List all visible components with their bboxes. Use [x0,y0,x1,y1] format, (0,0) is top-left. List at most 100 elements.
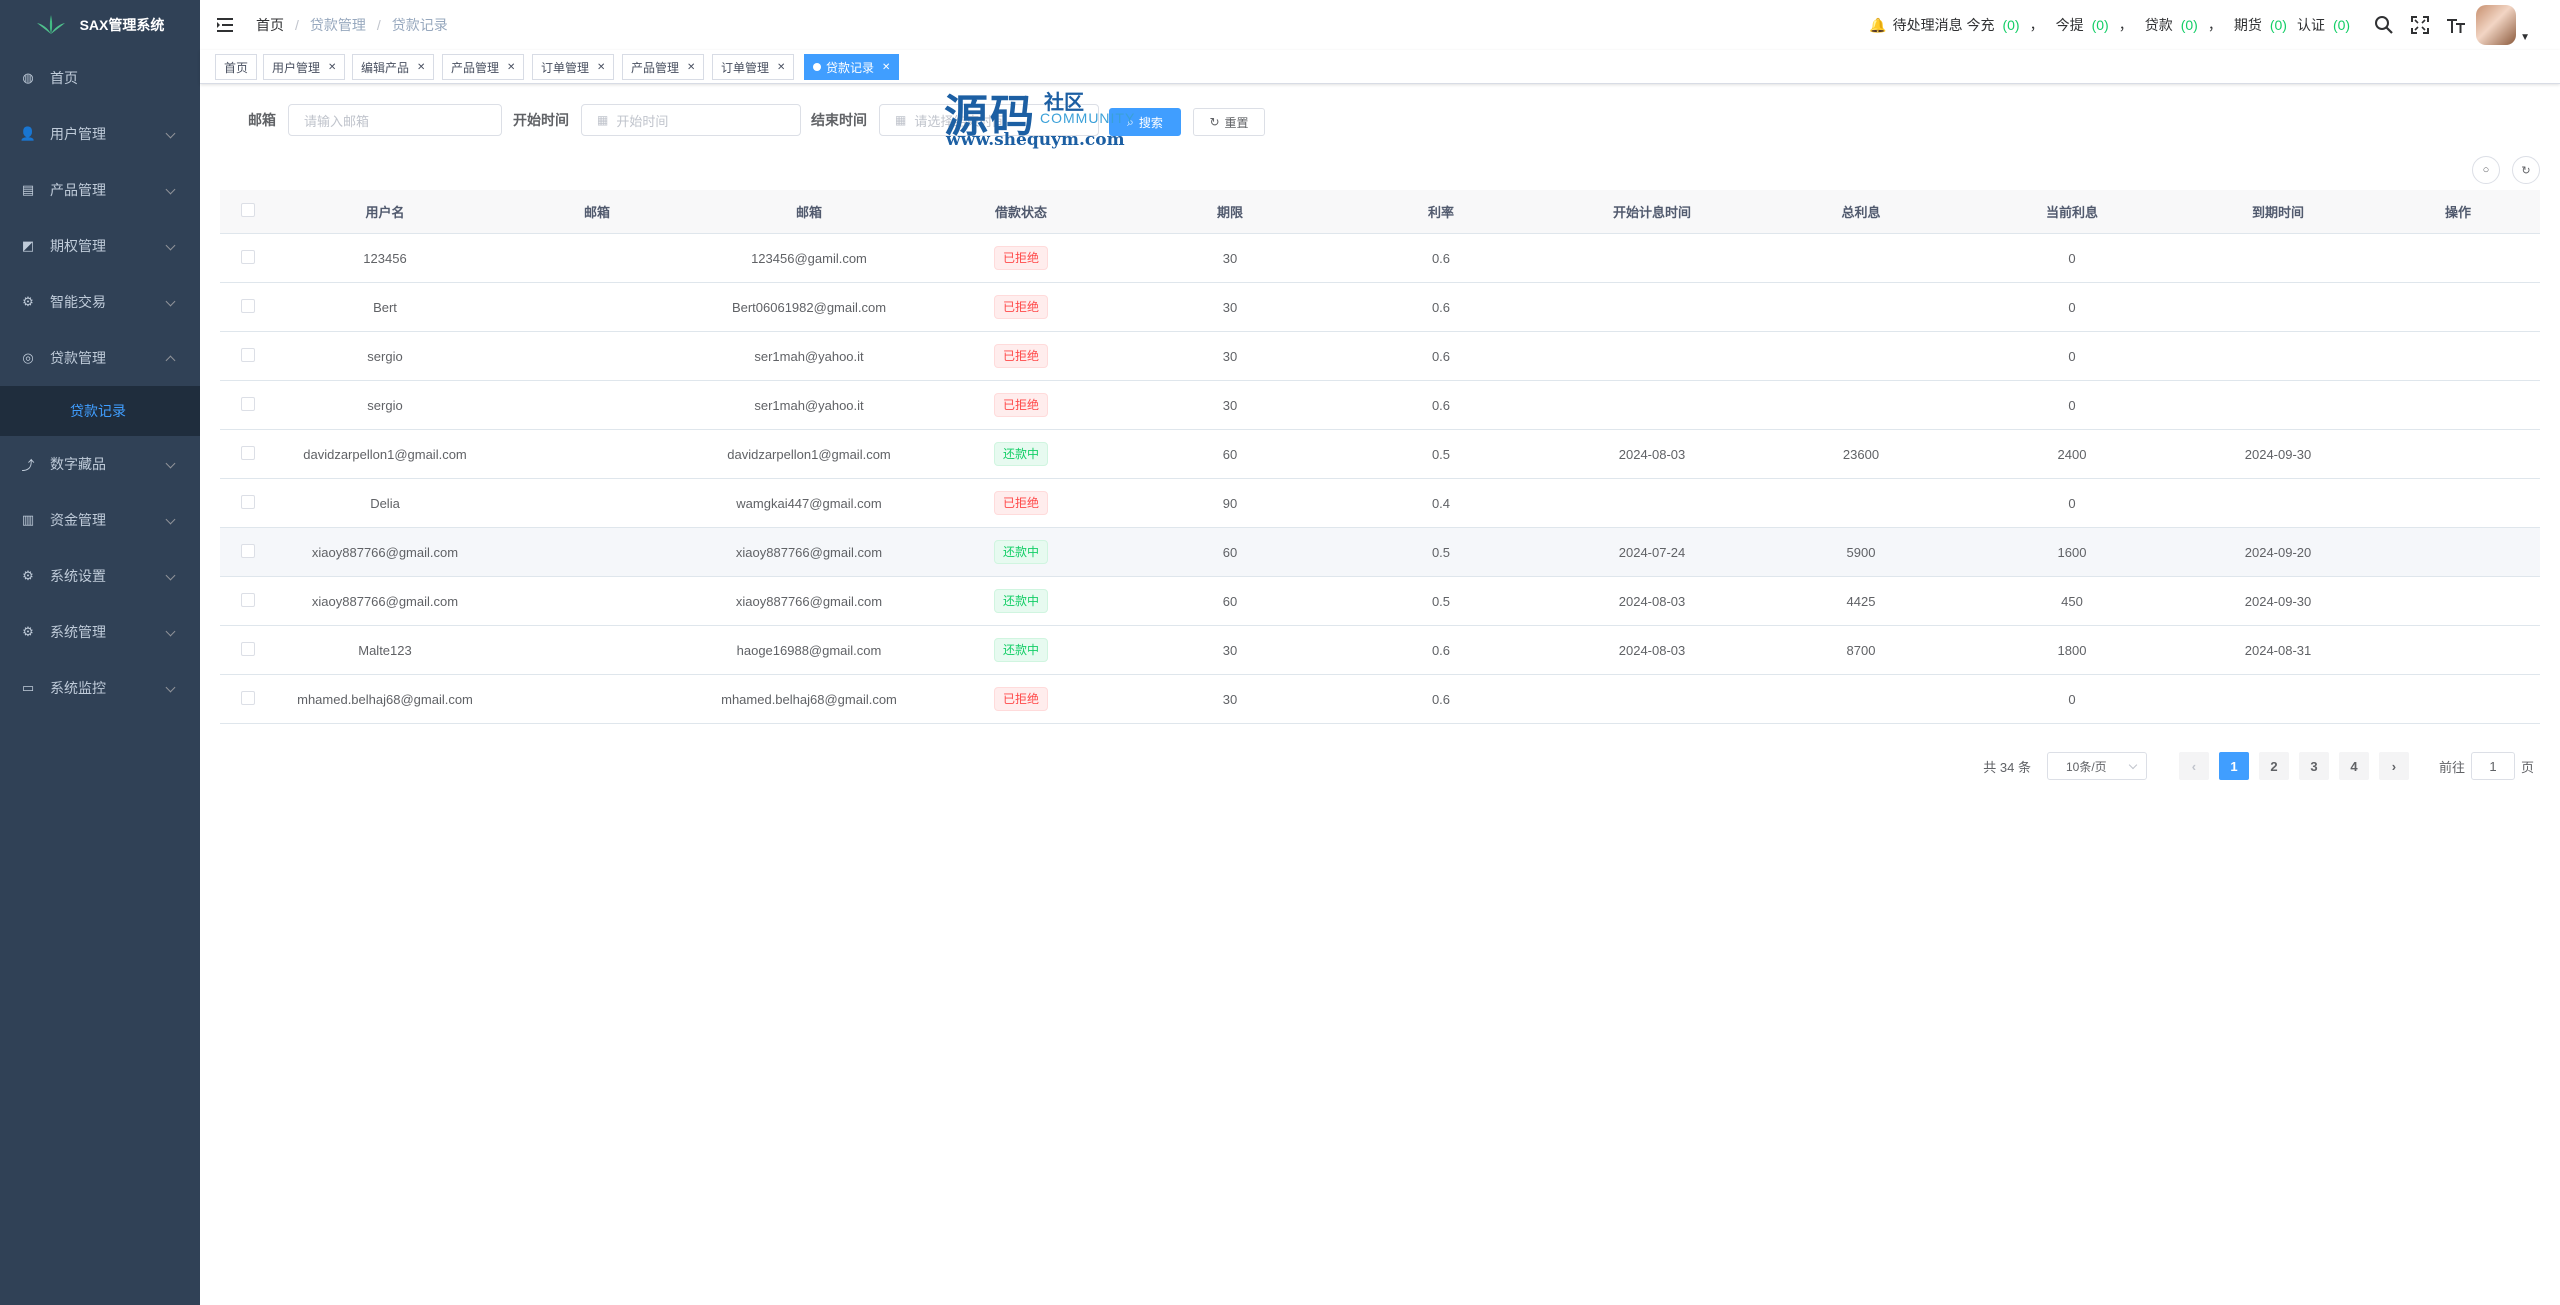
sidebar-item-loan-records[interactable]: 贷款记录 [70,403,126,419]
table-row[interactable]: davidzarpellon1@gmail.com davidzarpellon1… [220,430,2540,479]
cell-current-interest: 2400 [2057,446,2087,462]
tag-user-manage[interactable]: 用户管理 ✕ [263,54,346,80]
table-row[interactable]: sergio ser1mah@yahoo.it 已拒绝 30 0.6 0 [220,332,2540,381]
table-row[interactable]: 123456 123456@gamil.com 已拒绝 30 0.6 0 [220,234,2540,283]
close-icon[interactable]: ✕ [417,61,426,73]
chevron-down-icon [165,128,176,139]
cell-total-interest: 23600 [1842,446,1880,462]
table-row[interactable]: Bert Bert06061982@gmail.com 已拒绝 30 0.6 0 [220,283,2540,332]
loan-count[interactable]: (0) [2180,17,2198,33]
chart-icon: ◩ [21,238,35,253]
page-3-button[interactable]: 3 [2298,752,2329,780]
breadcrumb-home[interactable]: 首页 [256,17,284,33]
close-icon[interactable]: ✕ [882,61,891,73]
table-row[interactable]: xiaoy887766@gmail.com xiaoy887766@gmail.c… [220,577,2540,626]
row-checkbox[interactable] [241,543,255,558]
sidebar-item-4[interactable]: ⚙ 智能交易 [0,274,200,330]
tag-product-manage-2[interactable]: 产品管理 ✕ [622,54,705,80]
cell-status: 还款中 [918,540,1124,564]
avatar[interactable] [2476,5,2517,45]
sidebar-item-2[interactable]: ▤ 产品管理 [0,162,200,218]
next-page-button[interactable]: › [2378,752,2409,780]
row-checkbox[interactable] [241,690,255,705]
row-checkbox[interactable] [241,445,255,460]
sidebar-item-8[interactable]: ⚙ 系统设置 [0,548,200,604]
tag-order-manage[interactable]: 订单管理 ✕ [532,54,615,80]
watermark-community: COMMUNITY [1040,110,1136,126]
recharge-count[interactable]: (0) [2002,17,2020,33]
tag-order-manage-2[interactable]: 订单管理 ✕ [712,54,795,80]
cell-rate: 0.6 [1431,397,1451,413]
tag-product-manage[interactable]: 产品管理 ✕ [442,54,525,80]
row-checkbox[interactable] [241,592,255,607]
cell-email-2: mhamed.belhaj68@gmail.com [721,691,897,707]
row-checkbox[interactable] [241,347,255,362]
table-row[interactable]: sergio ser1mah@yahoo.it 已拒绝 30 0.6 0 [220,381,2540,430]
tag-home[interactable]: 首页 [215,54,258,80]
futures-count[interactable]: (0) [2269,17,2287,33]
close-icon[interactable]: ✕ [597,61,606,73]
close-icon[interactable]: ✕ [328,61,337,73]
sidebar-item-10[interactable]: ▭ 系统监控 [0,660,200,716]
caret-down-icon[interactable]: ▼ [2520,31,2530,43]
cell-due-time: 2024-09-30 [2244,593,2312,609]
sidebar-item-0[interactable]: ◍ 首页 [0,50,200,106]
cell-username: xiaoy887766@gmail.com [311,544,459,560]
page-4-button[interactable]: 4 [2338,752,2369,780]
cell-current-interest: 0 [2068,348,2076,364]
sidebar-item-3[interactable]: ◩ 期权管理 [0,218,200,274]
table-row[interactable]: Malte123 haoge16988@gmail.com 还款中 30 0.6 2024… [220,626,2540,675]
row-checkbox[interactable] [241,298,255,313]
cell-username: sergio [367,348,403,364]
close-icon[interactable]: ✕ [507,61,516,73]
auth-count[interactable]: (0) [2332,17,2351,33]
search-icon[interactable] [2374,15,2394,35]
page-2-button[interactable]: 2 [2258,752,2289,780]
font-size-icon[interactable] [2446,15,2466,35]
search-button[interactable]: ⌕ 搜索 [1109,108,1181,136]
tag-label: 订单管理 [541,60,590,75]
sidebar-item-label: 首页 [50,70,78,86]
sidebar-item-5[interactable]: ◎ 贷款管理 [0,330,200,386]
email-input[interactable]: 请输入邮箱 [288,104,502,136]
cell-username: 123456 [363,250,407,266]
toggle-search-button[interactable]: ○ [2472,156,2500,184]
goto-page-input[interactable]: 1 [2470,752,2515,780]
reset-button[interactable]: ↻ 重置 [1193,108,1265,136]
withdraw-count[interactable]: (0) [2091,17,2109,33]
bell-icon[interactable]: 🔔 [1869,16,1887,33]
page-1-button[interactable]: 1 [2218,752,2249,780]
breadcrumb-loan[interactable]: 贷款管理 [309,17,366,33]
end-time-picker[interactable]: ▦ 请选择结束时间 [879,104,1099,136]
table-row[interactable]: xiaoy887766@gmail.com xiaoy887766@gmail.c… [220,528,2540,577]
start-time-picker[interactable]: ▦ 开始时间 [581,104,801,136]
table-row[interactable]: mhamed.belhaj68@gmail.com mhamed.belhaj68… [220,675,2540,724]
row-checkbox[interactable] [241,641,255,656]
tag-loan-records[interactable]: 贷款记录 ✕ [804,54,900,80]
sidebar-item-1[interactable]: 👤 用户管理 [0,106,200,162]
row-checkbox[interactable] [241,396,255,411]
tag-edit-product[interactable]: 编辑产品 ✕ [352,54,435,80]
withdraw-label: 今提 [2055,17,2084,33]
sidebar-item-6[interactable]: ⤴ 数字藏品 [0,436,200,492]
start-time-label: 开始时间 [513,112,569,128]
select-all-checkbox[interactable] [241,203,255,217]
page-size-select[interactable]: 10条/页 [2046,752,2147,780]
close-icon[interactable]: ✕ [777,61,786,73]
tag-label: 产品管理 [631,60,680,75]
sidebar-item-9[interactable]: ⚙ 系统管理 [0,604,200,660]
sidebar-item-7[interactable]: ▥ 资金管理 [0,492,200,548]
cell-rate: 0.5 [1431,544,1451,560]
refresh-button[interactable]: ↻ [2512,156,2540,184]
row-checkbox[interactable] [241,249,255,264]
table-row[interactable]: Delia wamgkai447@gmail.com 已拒绝 90 0.4 0 [220,479,2540,528]
row-checkbox[interactable] [241,494,255,509]
status-badge: 已拒绝 [993,246,1048,270]
prev-page-button[interactable]: ‹ [2178,752,2209,780]
submenu-loan: 贷款记录 [0,386,200,436]
hamburger-button[interactable] [200,0,250,50]
close-icon[interactable]: ✕ [687,61,696,73]
fullscreen-icon[interactable] [2410,15,2430,35]
document-icon: ▤ [21,182,35,197]
tag-label: 贷款记录 [826,60,875,75]
